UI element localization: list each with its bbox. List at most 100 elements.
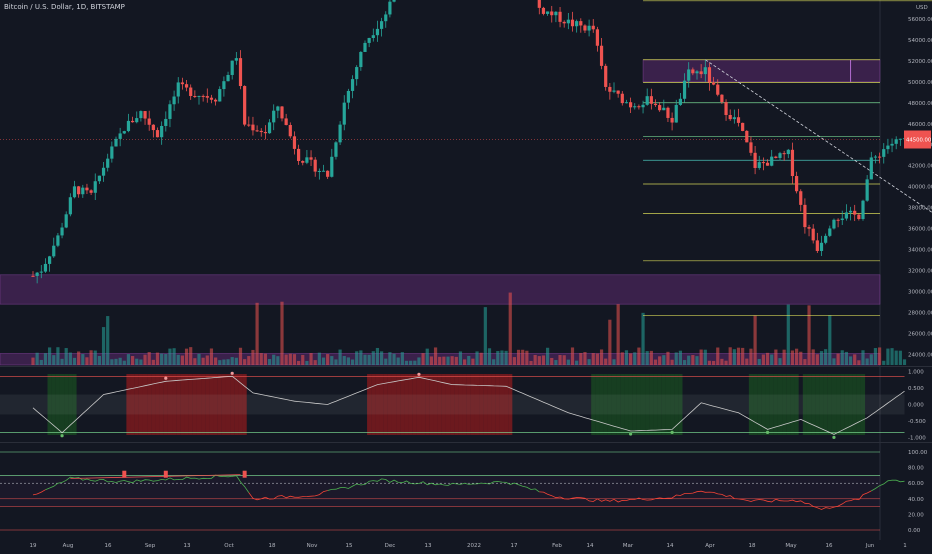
candle-body[interactable] — [73, 186, 76, 197]
candle-body[interactable] — [309, 157, 312, 159]
candle-body[interactable] — [139, 111, 142, 118]
candle-body[interactable] — [563, 22, 566, 23]
candle-body[interactable] — [301, 161, 304, 163]
candle-body[interactable] — [646, 96, 649, 105]
candle-body[interactable] — [243, 86, 246, 125]
candle-body[interactable] — [160, 126, 163, 137]
candle-body[interactable] — [558, 12, 561, 22]
candle-body[interactable] — [546, 11, 549, 13]
candle-body[interactable] — [48, 256, 51, 264]
candle-body[interactable] — [185, 84, 188, 87]
candle-body[interactable] — [687, 69, 690, 80]
candle-body[interactable] — [861, 201, 864, 219]
candle-body[interactable] — [608, 87, 611, 92]
candle-body[interactable] — [816, 240, 819, 251]
candle-body[interactable] — [617, 91, 620, 94]
candle-body[interactable] — [592, 26, 595, 30]
candle-body[interactable] — [600, 46, 603, 66]
candle-body[interactable] — [193, 96, 196, 97]
candle-body[interactable] — [318, 171, 321, 172]
candle-body[interactable] — [853, 211, 856, 215]
candle-body[interactable] — [704, 67, 707, 74]
candle-body[interactable] — [849, 211, 852, 213]
candle-body[interactable] — [737, 117, 740, 123]
candle-body[interactable] — [222, 81, 225, 89]
candle-body[interactable] — [683, 81, 686, 99]
candle-body[interactable] — [857, 215, 860, 219]
candle-body[interactable] — [733, 117, 736, 119]
candle-body[interactable] — [98, 176, 101, 182]
candle-body[interactable] — [770, 157, 773, 166]
candle-body[interactable] — [542, 8, 545, 14]
candle-body[interactable] — [148, 119, 151, 125]
candle-body[interactable] — [388, 2, 391, 15]
candle-body[interactable] — [206, 96, 209, 98]
candle-body[interactable] — [330, 157, 333, 177]
candle-body[interactable] — [650, 96, 653, 104]
candle-body[interactable] — [708, 67, 711, 82]
candle-body[interactable] — [106, 159, 109, 168]
candle-body[interactable] — [56, 235, 59, 245]
candle-body[interactable] — [758, 162, 761, 168]
candles-layer[interactable] — [31, 0, 906, 283]
candle-body[interactable] — [691, 69, 694, 73]
candle-body[interactable] — [276, 106, 279, 110]
candle-body[interactable] — [890, 144, 893, 146]
candle-body[interactable] — [152, 125, 155, 130]
candle-body[interactable] — [762, 162, 765, 163]
candle-body[interactable] — [31, 276, 34, 277]
candle-body[interactable] — [567, 20, 570, 24]
candle-body[interactable] — [44, 264, 47, 272]
candle-body[interactable] — [131, 121, 134, 122]
candle-body[interactable] — [866, 179, 869, 200]
candle-body[interactable] — [583, 25, 586, 30]
candle-body[interactable] — [575, 21, 578, 26]
candle-body[interactable] — [177, 82, 180, 96]
candle-body[interactable] — [741, 123, 744, 131]
candle-body[interactable] — [899, 139, 902, 140]
candle-body[interactable] — [289, 125, 292, 136]
candle-body[interactable] — [845, 212, 848, 218]
candle-body[interactable] — [347, 91, 350, 103]
candle-body[interactable] — [837, 220, 840, 221]
candle-body[interactable] — [695, 71, 698, 73]
candle-body[interactable] — [604, 66, 607, 87]
candle-body[interactable] — [247, 125, 250, 126]
candle-body[interactable] — [181, 82, 184, 84]
candle-body[interactable] — [791, 150, 794, 176]
candle-body[interactable] — [168, 104, 171, 119]
candle-body[interactable] — [94, 181, 97, 193]
candle-body[interactable] — [712, 83, 715, 85]
candle-body[interactable] — [359, 52, 362, 67]
candle-body[interactable] — [110, 146, 113, 158]
candle-body[interactable] — [766, 163, 769, 166]
candle-body[interactable] — [297, 149, 300, 161]
candle-body[interactable] — [749, 142, 752, 152]
candle-body[interactable] — [326, 171, 329, 177]
candle-body[interactable] — [268, 122, 271, 133]
candle-body[interactable] — [226, 75, 229, 81]
candle-body[interactable] — [641, 105, 644, 107]
candle-body[interactable] — [778, 153, 781, 158]
candle-body[interactable] — [774, 157, 777, 158]
candle-body[interactable] — [293, 136, 296, 149]
candle-body[interactable] — [127, 121, 130, 131]
candle-body[interactable] — [828, 228, 831, 235]
candle-body[interactable] — [202, 96, 205, 97]
candle-body[interactable] — [870, 157, 873, 179]
candle-body[interactable] — [596, 29, 599, 45]
candle-body[interactable] — [119, 133, 122, 138]
candle-body[interactable] — [654, 104, 657, 105]
candle-body[interactable] — [729, 115, 732, 119]
candle-body[interactable] — [720, 95, 723, 102]
candle-body[interactable] — [334, 142, 337, 156]
candle-body[interactable] — [832, 220, 835, 229]
candle-body[interactable] — [824, 236, 827, 243]
candle-body[interactable] — [621, 94, 624, 103]
candle-body[interactable] — [679, 99, 682, 105]
oscillator-panel[interactable]: 1.0000.5000.000-0.500-1.000 — [0, 369, 926, 441]
candle-body[interactable] — [264, 132, 267, 133]
candle-body[interactable] — [886, 146, 889, 150]
